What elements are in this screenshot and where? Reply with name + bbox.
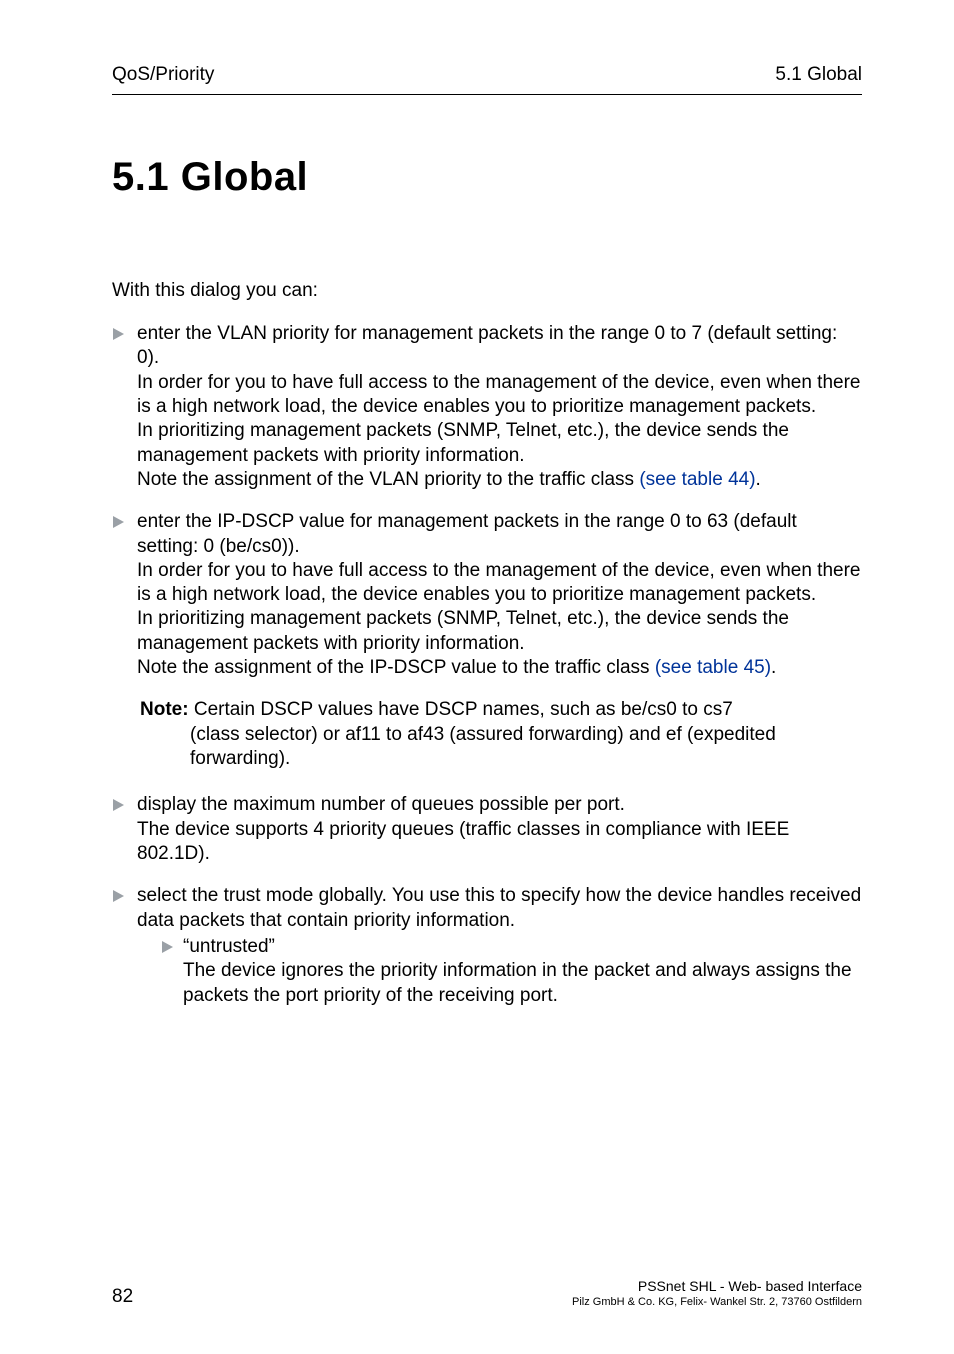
page-header: QoS/Priority 5.1 Global — [112, 64, 862, 86]
triangle-icon — [112, 515, 126, 680]
bullet-vlan-priority: enter the VLAN priority for management p… — [112, 322, 862, 492]
bullet-text: display the maximum number of queues pos… — [137, 794, 789, 864]
bullet-body: enter the IP-DSCP value for management p… — [137, 510, 862, 680]
footer-title: PSSnet SHL - Web- based Interface — [572, 1278, 862, 1294]
note-first-line: Certain DSCP values have DSCP names, suc… — [189, 699, 733, 720]
header-left: QoS/Priority — [112, 64, 214, 86]
note-body: (class selector) or af11 to af43 (assure… — [190, 723, 862, 772]
triangle-icon — [161, 940, 175, 1008]
sub-bullet-untrusted: “untrusted” The device ignores the prior… — [137, 935, 862, 1008]
triangle-icon — [112, 327, 126, 492]
footer-meta: PSSnet SHL - Web- based Interface Pilz G… — [572, 1278, 862, 1308]
bullet-max-queues: display the maximum number of queues pos… — [112, 793, 862, 866]
page-footer: 82 PSSnet SHL - Web- based Interface Pil… — [112, 1278, 862, 1308]
sub-bullet-body: “untrusted” The device ignores the prior… — [183, 935, 862, 1008]
bullet-body: display the maximum number of queues pos… — [137, 793, 862, 866]
sub-bullet-label: “untrusted” — [183, 936, 275, 957]
bullet-trust-mode: select the trust mode globally. You use … — [112, 884, 862, 1008]
link-prefix: Note the assignment of the IP-DSCP value… — [137, 657, 655, 678]
link-see-table-45[interactable]: (see table 45) — [655, 657, 771, 678]
footer-company: Pilz GmbH & Co. KG, Felix- Wankel Str. 2… — [572, 1296, 862, 1308]
intro-text: With this dialog you can: — [112, 280, 862, 302]
bullet-text: enter the IP-DSCP value for management p… — [137, 511, 860, 654]
link-prefix: Note the assignment of the VLAN priority… — [137, 469, 639, 490]
page-number: 82 — [112, 1286, 133, 1308]
page-title: 5.1 Global — [112, 155, 862, 200]
page: QoS/Priority 5.1 Global 5.1 Global With … — [0, 0, 954, 1354]
note-label: Note: — [140, 699, 189, 720]
link-suffix: . — [771, 657, 776, 678]
triangle-icon — [112, 889, 126, 1008]
header-rule — [112, 94, 862, 95]
sub-bullet-text: The device ignores the priority informat… — [183, 960, 852, 1005]
bullet-ip-dscp: enter the IP-DSCP value for management p… — [112, 510, 862, 680]
bullet-text: enter the VLAN priority for management p… — [137, 323, 860, 466]
triangle-icon — [112, 798, 126, 866]
note-block: Note: Certain DSCP values have DSCP name… — [140, 698, 862, 771]
link-see-table-44[interactable]: (see table 44) — [639, 469, 755, 490]
bullet-body: enter the VLAN priority for management p… — [137, 322, 862, 492]
header-right: 5.1 Global — [775, 64, 862, 86]
link-suffix: . — [756, 469, 761, 490]
bullet-text: select the trust mode globally. You use … — [137, 885, 861, 930]
bullet-body: select the trust mode globally. You use … — [137, 884, 862, 1008]
